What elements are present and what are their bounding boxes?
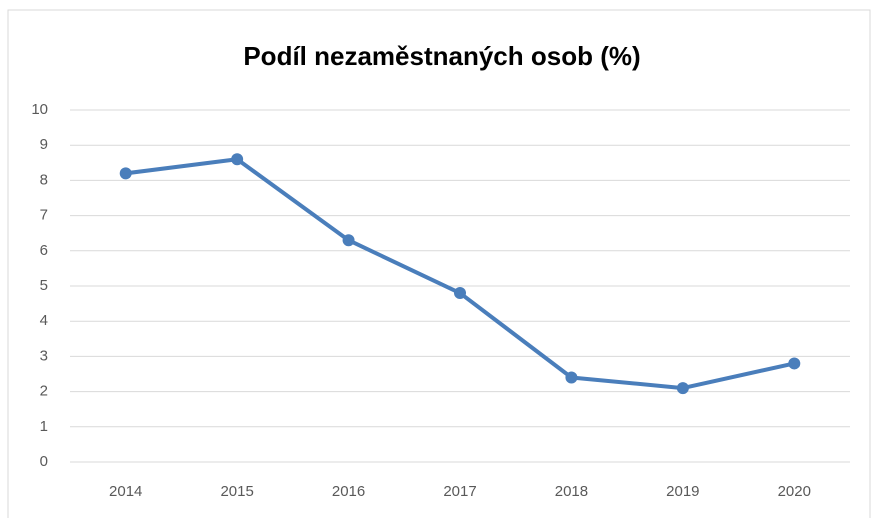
x-tick-label: 2017 xyxy=(443,483,476,500)
y-tick-label: 1 xyxy=(40,418,48,435)
x-tick-label: 2015 xyxy=(220,483,253,500)
data-point xyxy=(565,371,578,384)
data-point xyxy=(231,153,244,166)
x-tick-label: 2019 xyxy=(666,483,699,500)
y-tick-label: 9 xyxy=(40,136,48,153)
data-point xyxy=(676,382,689,395)
data-point xyxy=(342,234,355,247)
x-tick-label: 2016 xyxy=(332,483,365,500)
data-point xyxy=(119,167,132,180)
y-tick-label: 4 xyxy=(40,312,48,329)
y-tick-label: 5 xyxy=(40,277,48,294)
data-point xyxy=(788,357,801,370)
y-tick-label: 0 xyxy=(40,453,48,470)
x-tick-label: 2014 xyxy=(109,483,142,500)
chart-frame xyxy=(7,9,871,518)
x-tick-label: 2020 xyxy=(778,483,811,500)
x-tick-label: 2018 xyxy=(555,483,588,500)
y-tick-label: 6 xyxy=(40,242,48,259)
y-tick-label: 3 xyxy=(40,347,48,364)
y-tick-label: 2 xyxy=(40,383,48,400)
y-tick-label: 10 xyxy=(31,101,48,118)
chart-title: Podíl nezaměstnaných osob (%) xyxy=(243,41,640,71)
data-point xyxy=(454,287,466,300)
y-tick-label: 7 xyxy=(40,207,48,224)
y-tick-label: 8 xyxy=(40,171,48,188)
